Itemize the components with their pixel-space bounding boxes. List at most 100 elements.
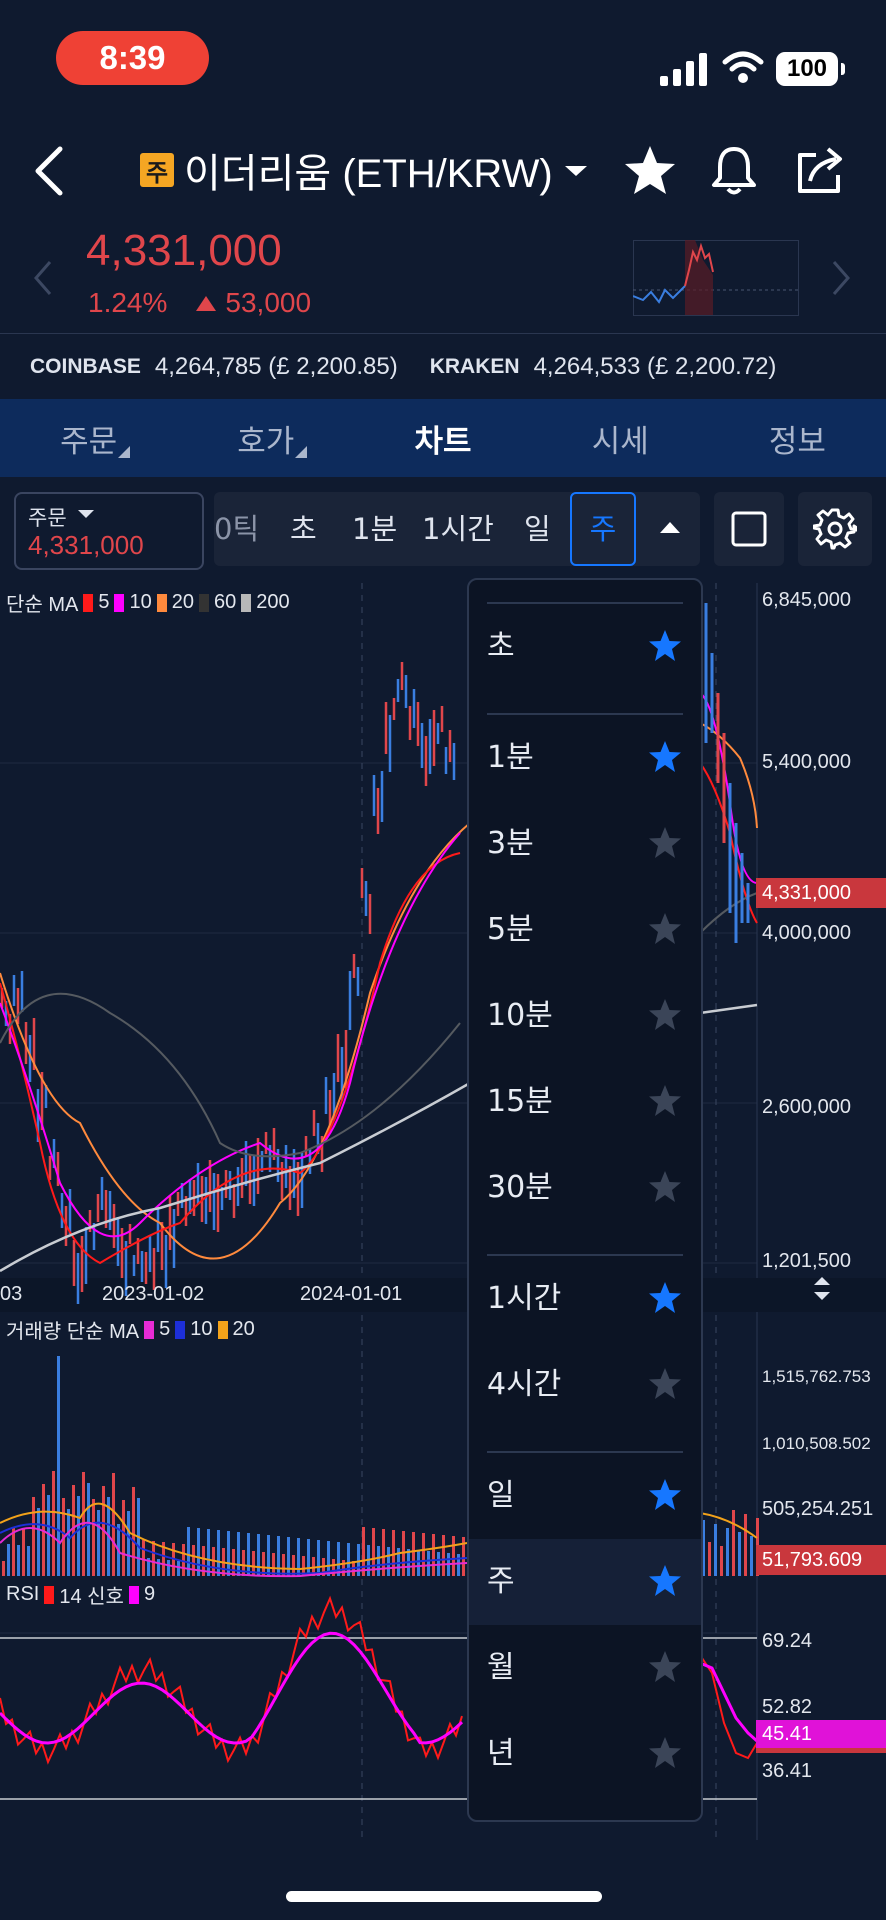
volume-bar: [432, 1534, 435, 1576]
interval-option-label: 1분: [487, 740, 534, 775]
exchange-value: 4,264,785 (£ 2,200.85): [154, 353, 398, 380]
back-icon[interactable]: [30, 145, 70, 197]
interval-week-selected[interactable]: 주: [570, 492, 636, 566]
volume-bar: [726, 1528, 729, 1576]
interval-option[interactable]: 3분: [469, 801, 701, 887]
interval-day[interactable]: 일: [524, 512, 551, 546]
interval-option[interactable]: 월: [469, 1625, 701, 1711]
volume-bar: [127, 1511, 130, 1576]
volume-bar: [152, 1541, 155, 1576]
interval-option-label: 10분: [487, 998, 553, 1033]
interval-1hour[interactable]: 1시간: [422, 512, 494, 546]
volume-bar: [452, 1536, 455, 1576]
volume-bar: [167, 1560, 170, 1576]
interval-option[interactable]: 초: [469, 604, 701, 690]
star-outline-icon[interactable]: [647, 1735, 683, 1771]
share-icon[interactable]: [794, 143, 846, 197]
fullscreen-button[interactable]: [714, 492, 784, 566]
interval-option[interactable]: 10분: [469, 973, 701, 1059]
volume-bar: [147, 1558, 150, 1576]
coin-title[interactable]: 주 이더리움 (ETH/KRW): [140, 140, 591, 200]
interval-tick[interactable]: 0틱: [214, 512, 260, 546]
star-filled-icon[interactable]: [647, 1477, 683, 1513]
interval-option-label: 주: [487, 1564, 515, 1599]
volume-bar: [307, 1539, 310, 1576]
interval-option[interactable]: 5분: [469, 887, 701, 973]
interval-option[interactable]: 주: [469, 1539, 701, 1625]
volume-bar: [297, 1538, 300, 1576]
star-outline-icon[interactable]: [647, 911, 683, 947]
tab-market-price[interactable]: 시세: [591, 423, 649, 460]
ma-legend: 단순 MA 5 10 20 60 200: [6, 591, 290, 616]
interval-option[interactable]: 일: [469, 1453, 701, 1539]
volume-bar: [720, 1546, 723, 1576]
volume-bar: [412, 1532, 415, 1576]
battery-icon: 100: [776, 52, 845, 86]
y-tick: 52.82: [762, 1696, 813, 1718]
volume-bar: [714, 1524, 717, 1576]
interval-option[interactable]: 15분: [469, 1059, 701, 1145]
volume-bar: [702, 1520, 705, 1576]
volume-bar: [162, 1542, 165, 1576]
interval-option[interactable]: 1분: [469, 715, 701, 801]
volume-bar: [182, 1544, 185, 1576]
volume-bar: [7, 1544, 10, 1576]
change-percent: 1.24%: [88, 287, 168, 318]
star-outline-icon[interactable]: [647, 1169, 683, 1205]
chart-toolbar: 주문 4,331,000 0틱 초 1분 1시간 일 주: [0, 477, 886, 583]
star-outline-icon[interactable]: [647, 997, 683, 1033]
resize-handle-icon[interactable]: [814, 1277, 830, 1300]
interval-option[interactable]: 30분: [469, 1145, 701, 1231]
volume-bar: [242, 1550, 245, 1576]
next-coin-icon[interactable]: [830, 258, 854, 298]
chart-settings-button[interactable]: [798, 492, 872, 566]
chart-area[interactable]: [0, 583, 886, 1840]
tab-orderbook[interactable]: 호가: [177, 416, 354, 461]
current-volume-tag: 51,793.609: [756, 1545, 886, 1575]
star-outline-icon[interactable]: [647, 1366, 683, 1402]
volume-bar: [362, 1527, 365, 1576]
volume-bar: [337, 1542, 340, 1576]
order-price-select[interactable]: 주문 4,331,000: [14, 492, 204, 570]
interval-option[interactable]: 년: [469, 1711, 701, 1797]
volume-bar: [292, 1555, 295, 1576]
volume-bar: [157, 1559, 160, 1576]
volume-bar: [312, 1557, 315, 1576]
volume-bar: [750, 1536, 753, 1576]
volume-bar: [112, 1473, 115, 1576]
volume-bar: [397, 1548, 400, 1576]
star-filled-icon[interactable]: [647, 739, 683, 775]
star-filled-icon[interactable]: [647, 1563, 683, 1599]
caret-up-icon[interactable]: [658, 519, 682, 535]
y-tick: 2,600,000: [762, 1096, 851, 1118]
favorite-star-icon[interactable]: [622, 143, 678, 197]
tab-chart[interactable]: 차트: [414, 423, 472, 460]
volume-bar: [372, 1528, 375, 1576]
volume-bar: [202, 1546, 205, 1576]
bell-icon[interactable]: [708, 143, 760, 197]
volume-bar: [32, 1497, 35, 1576]
tab-info[interactable]: 정보: [768, 423, 826, 460]
interval-second[interactable]: 초: [290, 512, 317, 546]
mini-chart[interactable]: [633, 240, 799, 316]
tab-order[interactable]: 주문: [0, 416, 177, 461]
star-filled-icon[interactable]: [647, 1280, 683, 1316]
interval-1min[interactable]: 1분: [352, 512, 398, 546]
volume-bar: [272, 1553, 275, 1576]
y-tick: 505,254.251: [762, 1498, 874, 1520]
star-outline-icon[interactable]: [647, 825, 683, 861]
interval-option[interactable]: 4시간: [469, 1342, 701, 1428]
x-tick: 2023-01-02: [102, 1283, 205, 1305]
star-filled-icon[interactable]: [647, 628, 683, 664]
star-outline-icon[interactable]: [647, 1083, 683, 1119]
caret-down-icon: [78, 510, 94, 518]
exchange-value: 4,264,533 (£ 2,200.72): [533, 353, 777, 380]
volume-bar: [327, 1541, 330, 1576]
exchange-prices: COINBASE 4,264,785 (£ 2,200.85) KRAKEN 4…: [0, 333, 886, 400]
star-outline-icon[interactable]: [647, 1649, 683, 1685]
interval-option[interactable]: 1시간: [469, 1256, 701, 1342]
prev-coin-icon[interactable]: [30, 258, 54, 298]
volume-bar: [87, 1483, 90, 1576]
coin-name: 이더리움 (ETH/KRW): [184, 152, 553, 196]
volume-bar: [317, 1540, 320, 1576]
